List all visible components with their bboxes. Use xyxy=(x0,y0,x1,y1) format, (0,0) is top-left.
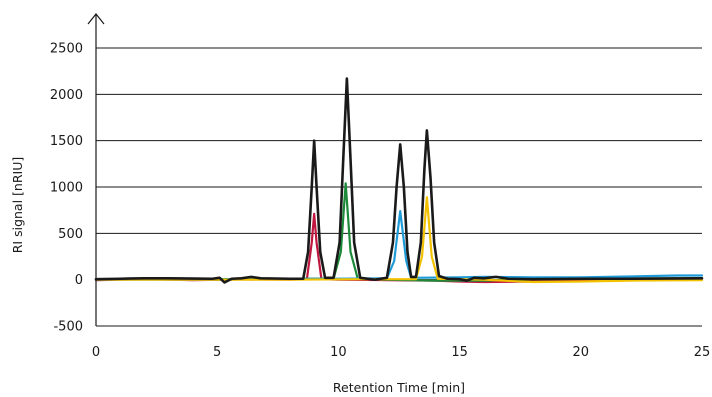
x-tick-label: 5 xyxy=(213,345,221,360)
y-tick-label: 2000 xyxy=(50,88,83,103)
tick-labels: -500 0 500 1000 1500 2000 2500 0 5 10 15 20 25 xyxy=(50,42,710,361)
axes xyxy=(87,13,105,326)
series-line-2 xyxy=(94,209,704,281)
x-tick-label: 25 xyxy=(694,345,711,360)
y-tick-label: 1500 xyxy=(50,134,83,149)
y-tick-label: 1000 xyxy=(50,181,83,196)
x-tick-label: 10 xyxy=(330,345,347,360)
series-line-4 xyxy=(94,77,704,284)
series-line-1 xyxy=(94,182,704,282)
series-line-3 xyxy=(94,196,704,284)
grid-lines xyxy=(96,47,702,327)
x-tick-label: 0 xyxy=(92,345,100,360)
x-tick-label: 15 xyxy=(451,345,468,360)
y-axis-arrow-icon xyxy=(87,13,105,25)
y-tick-label: -500 xyxy=(53,320,83,335)
y-tick-label: 2500 xyxy=(50,42,83,57)
y-tick-label: 0 xyxy=(75,273,83,288)
x-tick-label: 20 xyxy=(573,345,590,360)
x-axis-title: Retention Time [min] xyxy=(333,380,465,395)
series-layer xyxy=(94,77,704,284)
y-tick-label: 500 xyxy=(58,227,83,242)
y-axis-title: RI signal [nRIU] xyxy=(10,157,25,254)
